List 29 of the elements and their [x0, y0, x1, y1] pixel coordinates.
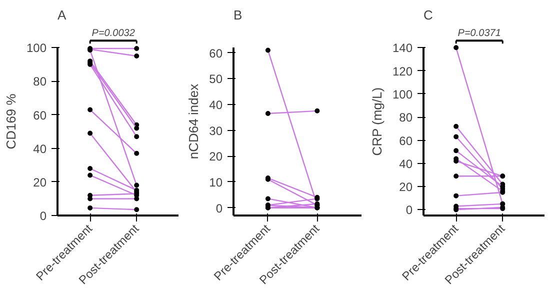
- y-axis-title: CRP (mg/L): [369, 87, 384, 156]
- y-tick-label: 80: [33, 74, 47, 89]
- y-tick-label: 60: [209, 46, 223, 60]
- y-tick-label: 40: [33, 142, 47, 156]
- chart-title: C: [424, 8, 433, 22]
- chart-title: A: [58, 8, 66, 22]
- y-tick-label: 0: [216, 201, 223, 216]
- text: P=0.0371: [458, 28, 501, 39]
- y-tick-label: 100: [392, 87, 413, 102]
- y-axis-title: nCD64 index: [186, 83, 202, 160]
- y-tick-label: 120: [392, 64, 413, 78]
- y-tick-label: 40: [209, 98, 223, 112]
- y-tick-label: 50: [209, 72, 223, 86]
- y-tick-label: 80: [399, 110, 413, 125]
- y-tick-label: 140: [392, 41, 413, 56]
- y-tick-label: 0: [40, 209, 47, 223]
- y-tick-label: 20: [399, 180, 413, 194]
- chart-title: B: [234, 8, 242, 22]
- y-tick-label: 30: [209, 124, 223, 138]
- y-tick-label: 0: [406, 203, 413, 218]
- text: P=0.0032: [92, 28, 136, 39]
- y-tick-label: 20: [33, 175, 47, 190]
- y-tick-label: 100: [26, 41, 47, 56]
- y-tick-label: 20: [209, 150, 223, 164]
- y-tick-label: 10: [209, 175, 223, 190]
- y-tick-label: 60: [33, 108, 47, 122]
- y-tick-label: 60: [399, 134, 413, 148]
- y-axis-title: CD169 %: [3, 93, 18, 150]
- y-tick-label: 40: [399, 156, 413, 171]
